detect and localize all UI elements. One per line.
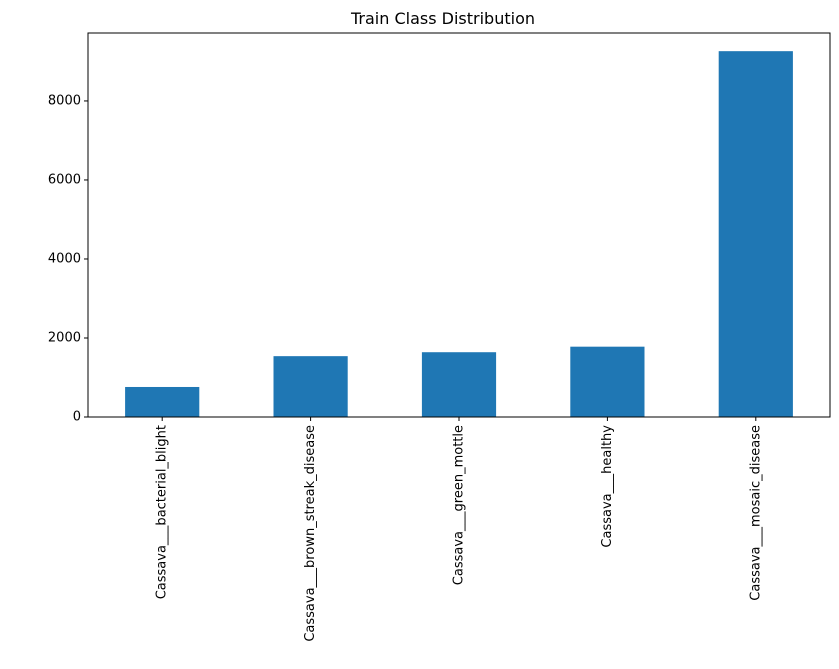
bars-group [125, 51, 793, 418]
x-tick-label: Cassava___mosaic_disease [748, 425, 763, 601]
bar-Cassava___brown_streak_disease [273, 356, 348, 417]
x-tick-label: Cassava___healthy [600, 425, 615, 548]
y-tick-label: 0 [73, 410, 81, 425]
y-tick-label: 4000 [48, 251, 81, 266]
bar-Cassava___healthy [570, 346, 645, 417]
bar-Cassava___bacterial_blight [125, 386, 200, 417]
plot-frame [87, 32, 831, 418]
x-tick-label: Cassava___bacterial_blight [155, 425, 170, 599]
chart-title: Train Class Distribution [350, 9, 535, 28]
y-tick-label: 2000 [48, 330, 81, 345]
bar-Cassava___mosaic_disease [718, 51, 793, 418]
y-tick-label: 6000 [48, 172, 81, 187]
x-tick-label: Cassava___green_mottle [452, 425, 467, 585]
x-axis: Cassava___bacterial_blight Cassava___brow… [155, 417, 763, 642]
y-axis: 0 2000 4000 6000 8000 [48, 93, 88, 425]
bar-Cassava___green_mottle [421, 352, 497, 417]
y-tick-label: 8000 [48, 93, 81, 108]
x-tick-label: Cassava___brown_streak_disease [303, 425, 318, 642]
